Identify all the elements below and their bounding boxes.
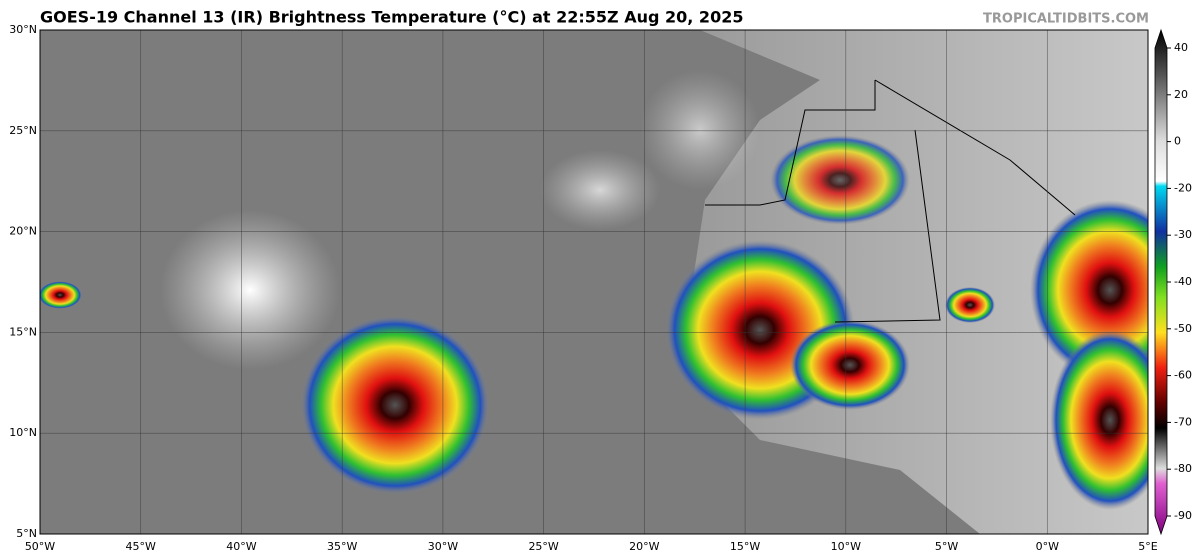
lon-label: 50°W <box>25 540 55 553</box>
lon-label: 35°W <box>327 540 357 553</box>
lat-label: 25°N <box>9 124 37 137</box>
lon-label: 45°W <box>126 540 156 553</box>
watermark: TROPICALTIDBITS.COM <box>983 12 1149 27</box>
colorbar <box>1154 28 1168 536</box>
lat-label: 20°N <box>9 225 37 238</box>
title: GOES-19 Channel 13 (IR) Brightness Tempe… <box>40 8 743 27</box>
colorbar-label: -90 <box>1174 509 1192 522</box>
lon-label: 0°W <box>1036 540 1059 553</box>
colorbar-label: -50 <box>1174 322 1192 335</box>
colorbar-label: 0 <box>1174 135 1181 148</box>
colorbar-label: 20 <box>1174 88 1188 101</box>
lat-label: 10°N <box>9 426 37 439</box>
colorbar-label: -80 <box>1174 462 1192 475</box>
lon-label: 20°W <box>629 540 659 553</box>
colorbar-label: -20 <box>1174 181 1192 194</box>
lon-label: 5°W <box>935 540 958 553</box>
lon-label: 10°W <box>831 540 861 553</box>
map-frame <box>39 29 1149 535</box>
lat-label: 15°N <box>9 325 37 338</box>
lon-label: 5°E <box>1138 540 1157 553</box>
colorbar-label: -30 <box>1174 228 1192 241</box>
colorbar-label: 40 <box>1174 41 1188 54</box>
lat-label: 5°N <box>16 527 37 540</box>
colorbar-label: -70 <box>1174 415 1192 428</box>
lat-label: 30°N <box>9 23 37 36</box>
colorbar-label: -60 <box>1174 369 1192 382</box>
lon-label: 40°W <box>226 540 256 553</box>
lon-label: 15°W <box>730 540 760 553</box>
ir-imagery <box>40 30 1148 534</box>
lon-label: 30°W <box>428 540 458 553</box>
colorbar-label: -40 <box>1174 275 1192 288</box>
lon-label: 25°W <box>528 540 558 553</box>
